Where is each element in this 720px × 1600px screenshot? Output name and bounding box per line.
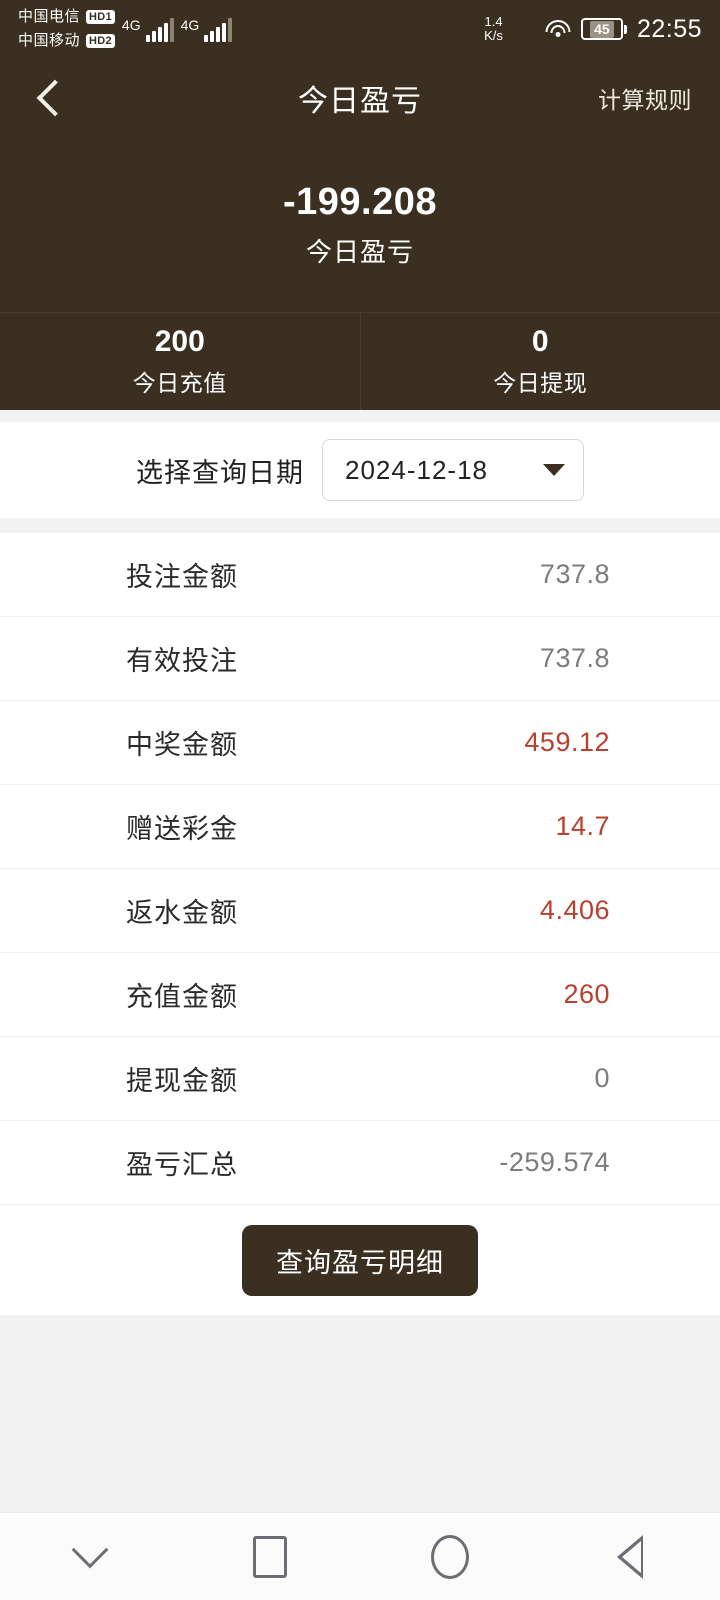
- row-value: -259.574: [499, 1147, 610, 1177]
- signal-group-1: 4G: [122, 16, 174, 42]
- signal-bars-icon: [204, 16, 233, 42]
- row-value: 737.8: [539, 643, 610, 673]
- status-bar-left: 中国电信 HD1 中国移动 HD2 4G 4G: [18, 6, 233, 52]
- row-label: 有效投注: [126, 646, 238, 676]
- today-profit-label: 今日盈亏: [305, 237, 414, 267]
- stat-deposit: 200 今日充值: [0, 313, 360, 410]
- row-value: 737.8: [539, 559, 610, 589]
- row-value: 14.7: [555, 811, 610, 841]
- date-picker-label: 选择查询日期: [136, 457, 304, 488]
- row-value: 0: [594, 1063, 610, 1093]
- row-value: 4.406: [539, 895, 610, 925]
- square-recents-icon: [253, 1535, 287, 1578]
- query-button-wrap: 查询盈亏明细: [0, 1205, 720, 1315]
- triangle-back-icon: [617, 1534, 643, 1579]
- table-row: 有效投注 737.8: [0, 617, 720, 701]
- stats-bar: 200 今日充值 0 今日提现: [0, 312, 720, 410]
- moon-icon: [513, 18, 535, 40]
- signal-group-2: 4G: [181, 16, 233, 42]
- calc-rules-button[interactable]: 计算规则: [598, 87, 692, 113]
- table-row: 提现金额 0: [0, 1037, 720, 1121]
- row-label: 提现金额: [126, 1066, 238, 1096]
- battery-level: 45: [590, 20, 614, 38]
- date-picker-card: 选择查询日期 2024-12-18: [0, 422, 720, 518]
- network-speed: 1.4 K/s: [484, 15, 503, 43]
- system-nav-bar: [0, 1512, 720, 1600]
- wifi-icon: [545, 19, 571, 39]
- row-label: 盈亏汇总: [126, 1150, 238, 1180]
- circle-home-icon: [431, 1534, 469, 1579]
- carrier-row: 中国电信 HD1: [18, 6, 115, 28]
- nav-back-button[interactable]: [575, 1513, 685, 1600]
- signal-bars-icon: [145, 16, 174, 42]
- detail-list: 投注金额 737.8 有效投注 737.8 中奖金额 459.12 赠送彩金 1…: [0, 533, 720, 1315]
- stat-label: 今日提现: [493, 370, 588, 396]
- query-detail-button[interactable]: 查询盈亏明细: [242, 1224, 478, 1296]
- hd-badge: HD1: [86, 10, 115, 24]
- row-label: 返水金额: [126, 898, 238, 928]
- stat-withdraw: 0 今日提现: [359, 313, 720, 410]
- nav-hide-button[interactable]: [35, 1513, 145, 1600]
- row-label: 赠送彩金: [126, 814, 238, 844]
- stat-label: 今日充值: [132, 370, 227, 396]
- app-bar: 今日盈亏 计算规则: [0, 58, 720, 138]
- today-profit-value: -199.208: [282, 181, 437, 223]
- status-bar-right: 1.4 K/s 45 22:55: [484, 15, 702, 44]
- table-row: 盈亏汇总 -259.574: [0, 1121, 720, 1205]
- status-bar: 中国电信 HD1 中国移动 HD2 4G 4G 1.4 K/s: [0, 0, 720, 58]
- carrier-name: 中国移动: [18, 32, 81, 49]
- table-row: 返水金额 4.406: [0, 869, 720, 953]
- row-label: 中奖金额: [126, 730, 238, 760]
- table-row: 投注金额 737.8: [0, 533, 720, 617]
- row-value: 260: [563, 979, 610, 1009]
- battery-icon: 45: [580, 18, 627, 40]
- carrier-name: 中国电信: [18, 8, 81, 25]
- nav-recents-button[interactable]: [215, 1513, 325, 1600]
- date-select-value: 2024-12-18: [345, 454, 488, 485]
- stat-value: 200: [154, 325, 205, 358]
- nav-home-button[interactable]: [395, 1513, 505, 1600]
- clock: 22:55: [636, 14, 702, 43]
- network-speed-value: 1.4: [484, 14, 503, 29]
- hd-badge: HD2: [86, 34, 115, 48]
- network-speed-unit: K/s: [484, 28, 503, 43]
- row-label: 投注金额: [126, 562, 238, 592]
- stat-value: 0: [531, 325, 549, 358]
- table-row: 充值金额 260: [0, 953, 720, 1037]
- row-value: 459.12: [524, 727, 610, 757]
- table-row: 中奖金额 459.12: [0, 701, 720, 785]
- table-row: 赠送彩金 14.7: [0, 785, 720, 869]
- chevron-down-icon: [71, 1531, 109, 1568]
- chevron-down-icon: [543, 464, 565, 476]
- network-type-label: 4G: [121, 17, 141, 33]
- date-select[interactable]: 2024-12-18: [322, 439, 584, 501]
- page-title: 今日盈亏: [298, 85, 422, 118]
- network-type-label: 4G: [180, 17, 200, 33]
- carrier-list: 中国电信 HD1 中国移动 HD2: [18, 6, 115, 52]
- row-label: 充值金额: [126, 982, 238, 1012]
- hero-summary: -199.208 今日盈亏: [0, 138, 720, 312]
- carrier-row: 中国移动 HD2: [18, 30, 115, 52]
